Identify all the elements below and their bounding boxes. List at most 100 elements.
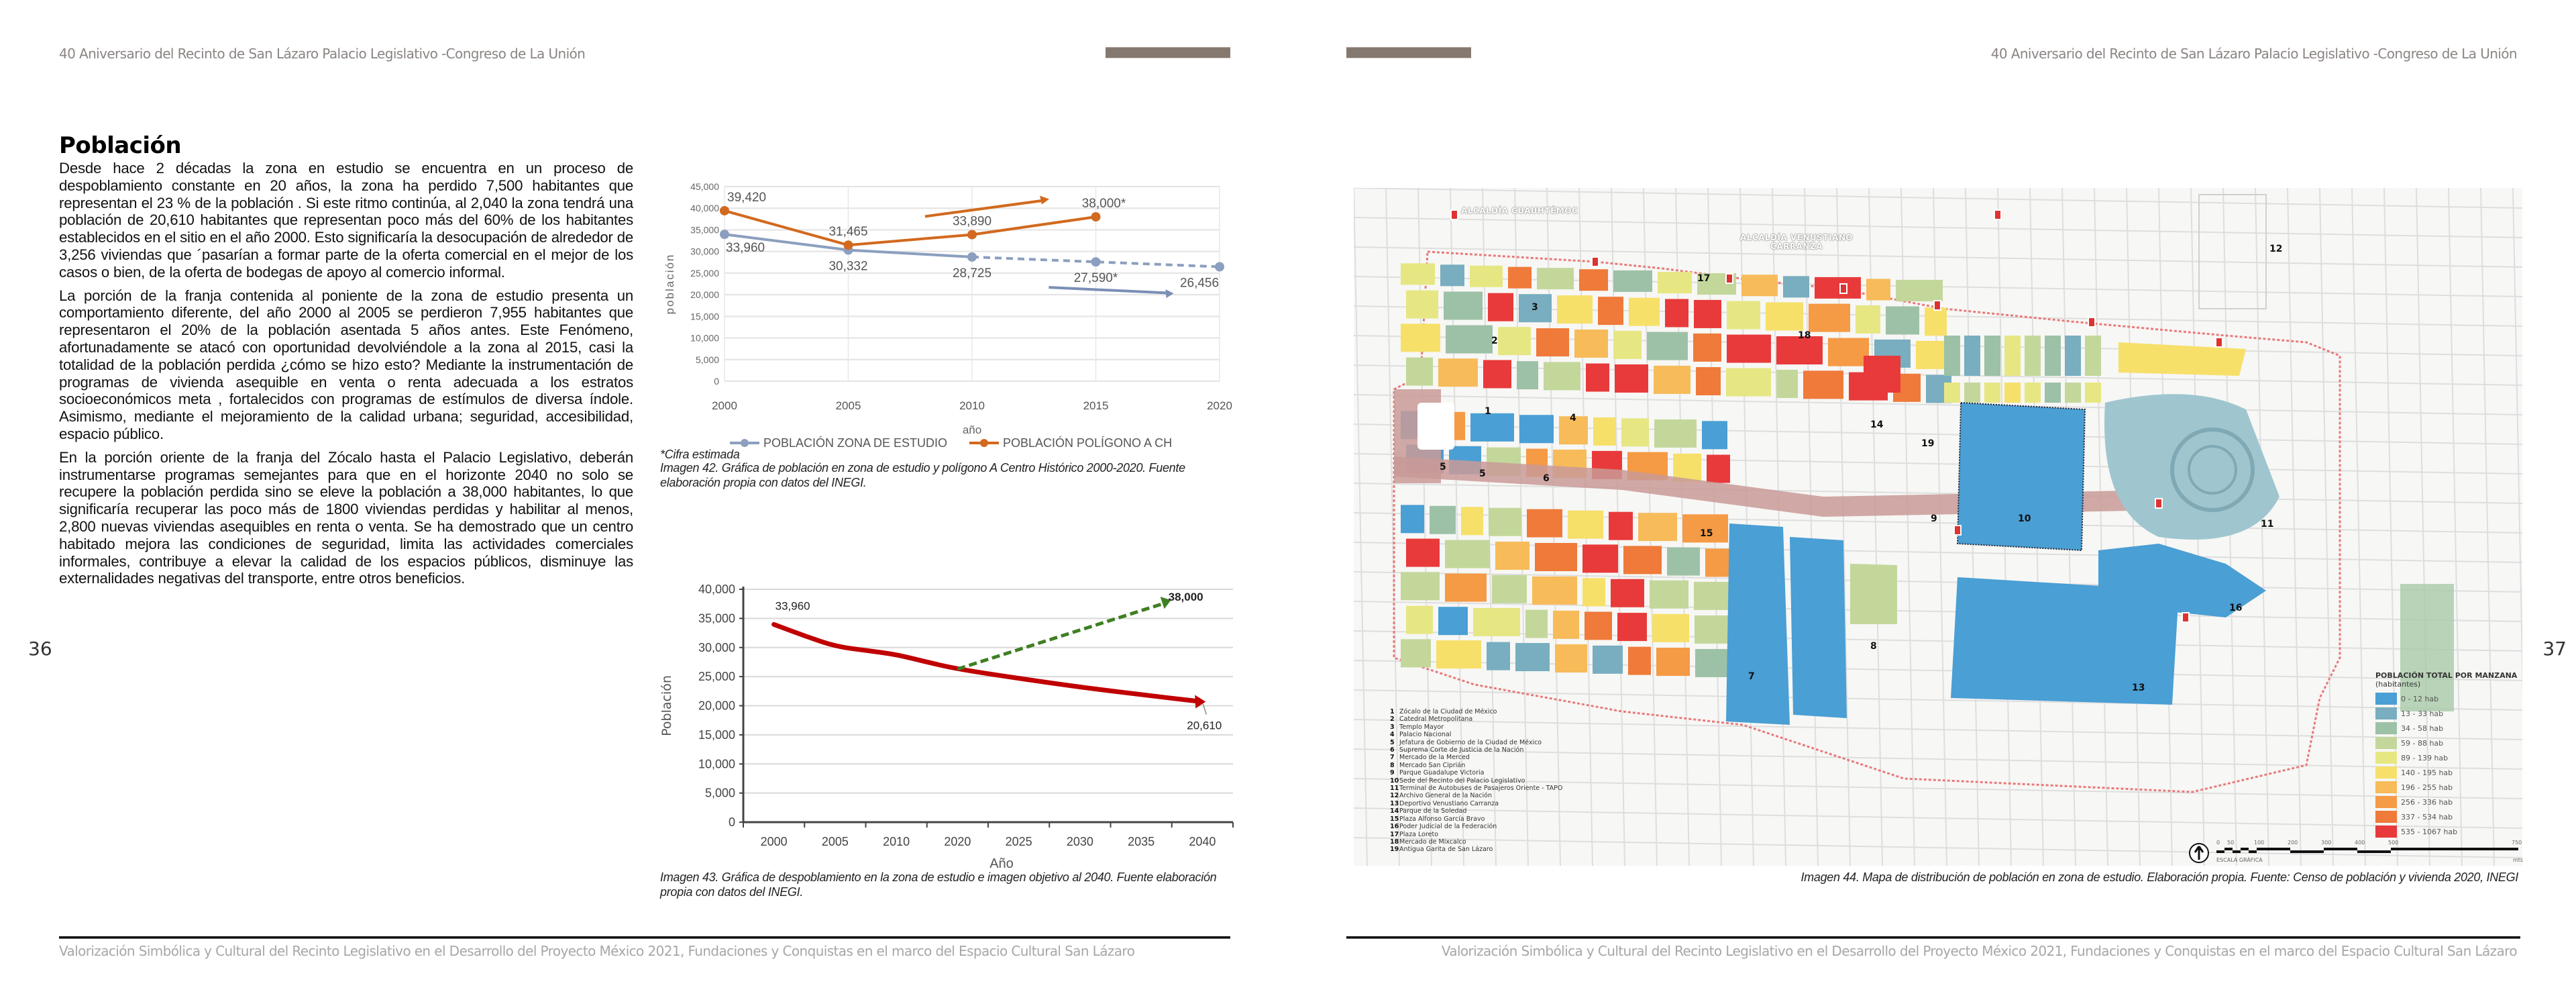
city-block [1629, 297, 1660, 326]
y-tick-label: 10,000 [698, 757, 735, 770]
legend-label: POBLACIÓN ZONA DE ESTUDIO [763, 436, 947, 450]
city-block [1815, 277, 1861, 299]
block-number: 9 [1931, 513, 1937, 524]
landmark-name: Plaza Loreto [1399, 830, 1439, 838]
chart2-caption: Imagen 43. Gráfica de despoblamiento en … [660, 870, 1217, 899]
street [1354, 188, 1368, 866]
landmark-name: Catedral Metropolitana [1399, 715, 1473, 724]
data-point [720, 230, 729, 240]
legend-title: POBLACIÓN TOTAL POR MANZANA [2375, 671, 2518, 680]
landmark-item: 5 Jefatura de Gobierno de la Ciudad de Mé… [1390, 739, 1562, 746]
city-block [1654, 419, 1697, 448]
legend-swatch [2375, 796, 2397, 808]
legend-item: 535 - 1067 hab [2375, 824, 2523, 839]
running-header-left: 40 Aniversario del Recinto de San Lázaro… [59, 46, 586, 62]
trend-arrow-down [1049, 286, 1168, 295]
city-block [1406, 357, 1433, 386]
landmark-number: 15 [1390, 815, 1399, 823]
chart1-note: *Cifra estimada [660, 448, 740, 461]
landmark-item: 14Parque de la Soledad [1390, 807, 1562, 815]
legend-item: 0 - 12 hab [2375, 691, 2523, 706]
city-block [2004, 383, 2021, 403]
city-block [1444, 291, 1483, 320]
city-block [1673, 453, 1701, 482]
city-block [1647, 332, 1688, 360]
city-block [1886, 306, 1919, 335]
landmark-name: Archivo General de la Nación [1399, 792, 1492, 800]
city-block [1741, 275, 1778, 297]
map-graphic [1354, 188, 2522, 866]
population-density-map: ALCALDÍA CUAUHTÉMOC ALCALDÍA VENUSTIANO … [1354, 188, 2522, 866]
city-block [1766, 302, 1803, 331]
data-point [1091, 212, 1101, 222]
metro-station-icon [1994, 209, 2002, 220]
landmark-name: Templo Mayor [1399, 723, 1444, 731]
landmark-number: 7 [1390, 754, 1395, 762]
y-tick-label: 30,000 [698, 641, 735, 654]
city-block [2065, 383, 2081, 403]
legend-item: 59 - 88 hab [2375, 736, 2523, 750]
city-block [1609, 511, 1633, 540]
landmark-item: 12Archivo General de la Nación [1390, 792, 1562, 799]
landmark-name: Deportivo Venustiano Carranza [1399, 799, 1499, 807]
legend-label: POBLACIÓN POLÍGONO A CH [1003, 436, 1172, 450]
city-block [1525, 609, 1548, 638]
legend-label: 89 - 139 hab [2401, 753, 2449, 762]
data-point [720, 205, 729, 215]
district-label-cuauhtemoc: ALCALDÍA CUAUHTÉMOC [1461, 206, 1578, 215]
city-block [1623, 546, 1662, 575]
street [2351, 188, 2366, 866]
y-tick-label: 20,000 [690, 289, 719, 300]
landmark-number: 3 [1390, 723, 1395, 731]
landmark-name: Parque Guadalupe Victoria [1399, 769, 1485, 777]
page-number-right: 37 [2542, 638, 2567, 660]
city-block [1809, 303, 1850, 332]
city-block [1856, 305, 1880, 334]
city-block [1650, 580, 1688, 609]
block-number: 15 [1700, 528, 1713, 539]
city-block [2025, 383, 2041, 403]
legend-swatch [2375, 811, 2397, 823]
street [1354, 453, 2522, 475]
block-number: 8 [1870, 641, 1877, 652]
landmark-name: Zócalo de la Ciudad de México [1399, 708, 1497, 715]
city-block [1537, 268, 1574, 290]
city-block [1470, 413, 1514, 442]
metro-station-icon [1933, 300, 1941, 311]
street [1354, 778, 2522, 799]
landmark-name: Antigua Garita de San Lázaro [1399, 846, 1493, 854]
city-block [1866, 279, 1890, 301]
series-line-poligono-a [724, 209, 1096, 247]
city-block [1559, 416, 1588, 445]
city-block [1544, 362, 1580, 391]
street [1836, 188, 1851, 866]
landmark-number: 18 [1390, 838, 1399, 846]
city-block [2085, 336, 2101, 376]
data-label: 26,456 [1180, 277, 1219, 291]
legend-label: 535 - 1067 hab [2401, 827, 2458, 836]
data-point [843, 240, 853, 250]
city-block [1694, 581, 1733, 610]
legend-swatch [2375, 781, 2397, 793]
data-label: 38,000* [1082, 197, 1126, 211]
city-block [1406, 605, 1433, 634]
landmark-number: 9 [1390, 769, 1395, 777]
y-tick-label: 40,000 [698, 583, 735, 596]
block-number: 5 [1440, 462, 1446, 472]
legend-marker [741, 439, 749, 447]
landmark-item: 10Sede del Recinto del Palacio Legislati… [1390, 777, 1562, 785]
city-block [1553, 610, 1579, 639]
y-axis-title: Población [659, 675, 674, 736]
landmark-item: 18Mercado de Mixcalco [1390, 838, 1562, 846]
landmark-item: 4 Palacio Nacional [1390, 731, 1562, 738]
paragraph: En la porción oriente de la franja del Z… [59, 448, 633, 587]
header-accent-bar-right [1346, 47, 1471, 58]
y-tick-label: 0 [729, 815, 735, 829]
city-block [1406, 290, 1438, 319]
street [1354, 689, 2522, 711]
city-block [1658, 272, 1692, 294]
x-tick-label: 2005 [836, 399, 861, 412]
block-number: 4 [1570, 413, 1576, 424]
landmark-item: 1 Zócalo de la Ciudad de México [1390, 708, 1562, 715]
city-block [1667, 547, 1700, 576]
